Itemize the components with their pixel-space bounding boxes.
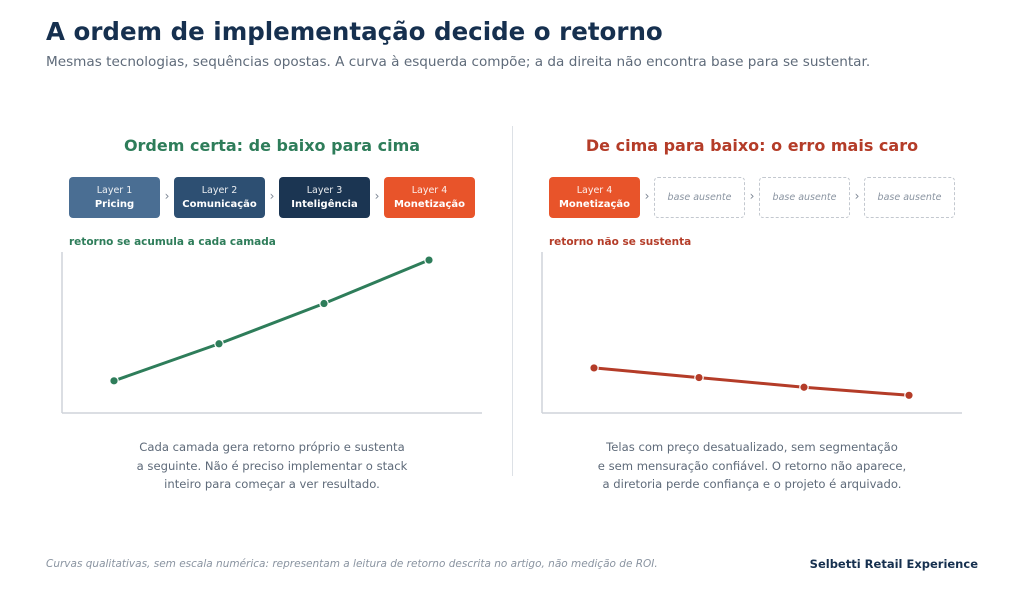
layer-card-comunicacao: Layer 2 Comunicação [174,177,265,218]
layer-name: Comunicação [182,198,257,210]
caption-line: Cada camada gera retorno próprio e suste… [139,440,405,454]
layer-card-inteligencia: Layer 3 Inteligência [279,177,370,218]
panel-title: Ordem certa: de baixo para cima [123,136,421,155]
ghost-label: base ausente [667,192,732,203]
caption-line: inteiro para começar a ver resultado. [164,477,380,491]
layer-number: Layer 4 [576,184,613,196]
data-point [319,298,329,309]
panel-caption: Cada camada gera retorno próprio e suste… [52,438,492,494]
ghost-label: base ausente [877,192,942,203]
data-point [799,382,809,393]
layer-name: Inteligência [291,198,358,210]
layer-card-missing-base: base ausente [864,177,955,218]
data-point [694,372,704,383]
curve-label: retorno não se sustenta [549,236,692,248]
panel-wrong-order: De cima para baixo: o erro mais caro Lay… [532,120,972,500]
data-point [904,390,914,401]
data-point [214,338,224,349]
footnote: Curvas qualitativas, sem escala numérica… [46,558,658,570]
layer-card-missing-base: base ausente [759,177,850,218]
chevron-right-icon: › [164,189,170,203]
page-subtitle: Mesmas tecnologias, sequências opostas. … [46,54,871,70]
panel-caption: Telas com preço desatualizado, sem segme… [532,438,972,494]
panel-divider [512,126,513,476]
curve-label: retorno se acumula a cada camada [69,236,276,248]
page-title: A ordem de implementação decide o retorn… [46,17,663,46]
layer-number: Layer 3 [306,184,343,196]
chevron-right-icon: › [269,189,275,203]
caption-line: e sem mensuração confiável. O retorno nã… [597,458,907,473]
chevron-right-icon: › [644,189,650,203]
brand-name: Selbetti Retail Experience [809,557,978,571]
layer-name: Pricing [94,198,135,210]
layer-card-monetizacao: Layer 4 Monetização [549,177,640,218]
data-point [109,376,119,386]
caption-line: Telas com preço desatualizado, sem segme… [606,440,898,454]
data-point [424,255,434,265]
caption-line: a seguinte. Não é preciso implementar o … [136,458,408,473]
line-chart-right: retorno percebido [541,252,962,414]
ghost-label: base ausente [772,192,837,203]
layer-card-monetizacao: Layer 4 Monetização [384,177,475,218]
series-line [592,366,911,397]
chevron-right-icon: › [374,189,380,203]
line-chart-left: retorno percebido [61,252,482,414]
chevron-right-icon: › [749,189,755,203]
caption-line: a diretoria perde confiança e o projeto … [602,477,902,491]
panel-title: De cima para baixo: o erro mais caro [585,136,919,155]
layer-card-pricing: Layer 1 Pricing [69,177,160,218]
layer-number: Layer 2 [201,184,238,196]
layer-name: Monetização [558,198,631,210]
layer-name: Monetização [393,198,466,210]
layer-number: Layer 4 [411,184,448,196]
panel-right-order: Ordem certa: de baixo para cima Layer 1 … [52,120,492,500]
chevron-right-icon: › [854,189,860,203]
layer-number: Layer 1 [96,184,133,196]
data-point [589,363,599,373]
layer-card-missing-base: base ausente [654,177,745,218]
series-line [112,258,431,383]
